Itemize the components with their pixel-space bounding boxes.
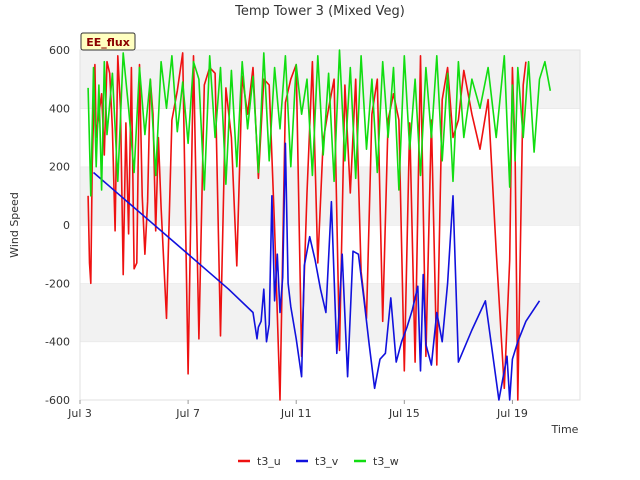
legend-label-t3_w: t3_w (373, 455, 399, 468)
x-tick-label: Jul 11 (280, 407, 312, 420)
x-tick-label: Jul 15 (388, 407, 420, 420)
series-line-t3_v (92, 142, 541, 401)
chart-title: Temp Tower 3 (Mixed Veg) (234, 4, 405, 19)
badge-label: EE_flux (86, 36, 130, 49)
series-line-t3_u (87, 52, 527, 401)
y-tick-label: -400 (45, 336, 70, 349)
y-tick-label: 400 (49, 102, 70, 115)
y-axis-label: Wind Speed (8, 192, 21, 258)
badge: EE_flux (80, 32, 136, 51)
x-tick-label: Jul 3 (67, 407, 92, 420)
x-tick-label: Jul 7 (175, 407, 200, 420)
grid-band (80, 341, 580, 400)
plot-area-border (79, 49, 581, 401)
x-tick-label: Jul 19 (496, 407, 528, 420)
badge-box (80, 32, 136, 51)
legend-label-t3_v: t3_v (315, 455, 339, 468)
y-tick-label: 600 (49, 44, 70, 57)
y-tick-label: -200 (45, 277, 70, 290)
x-axis-label: Time (551, 423, 579, 436)
y-tick-label: 200 (49, 161, 70, 174)
series-layer (87, 49, 552, 401)
y-tick-label: 0 (63, 219, 70, 232)
y-axis: -600 -400 -200 0 200 400 600 (45, 44, 70, 407)
legend-label-t3_u: t3_u (257, 455, 281, 468)
legend: t3_u t3_v t3_w (238, 455, 399, 468)
series-line-t3_w (87, 49, 552, 197)
x-axis: Jul 3 Jul 7 Jul 11 Jul 15 Jul 19 (67, 400, 528, 420)
y-tick-label: -600 (45, 394, 70, 407)
grid-band (80, 283, 580, 342)
